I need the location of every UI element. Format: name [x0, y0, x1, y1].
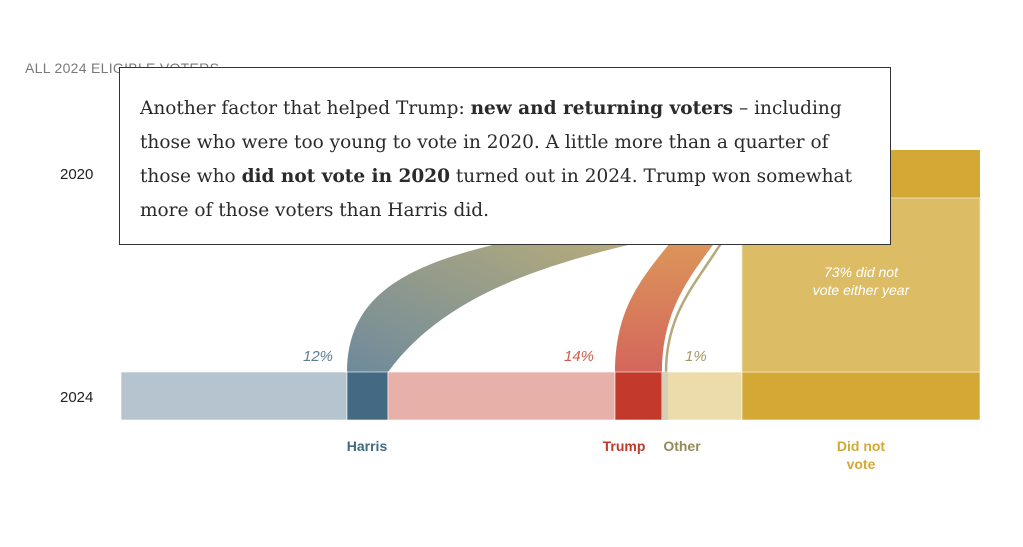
bar-2024-other-new-voters: [662, 372, 668, 420]
category-label-did-not-vote: Did not vote: [821, 437, 901, 473]
tooltip-text-3: turned out in 2024. Trump won somewhat m…: [140, 166, 853, 221]
did-not-vote-line-2: vote: [846, 456, 876, 472]
bar-2024-did-not-vote: [741, 371, 981, 421]
tooltip-bold-1: new and returning voters: [470, 98, 734, 119]
bar-2024-trump-new-voters: [614, 371, 663, 421]
year-label-2024: 2024: [60, 389, 94, 406]
flow-other-highlight: [668, 217, 743, 373]
did-not-vote-line-1: Did not: [836, 438, 886, 454]
flow-label-harris: 12%: [303, 348, 334, 365]
category-label-trump: Trump: [602, 438, 646, 454]
annotation-line-2: vote either year: [812, 282, 910, 298]
category-label-other: Other: [663, 438, 701, 454]
explanation-tooltip: Another factor that helped Trump: new an…: [119, 67, 891, 245]
tooltip-text-1: Another factor that helped Trump:: [140, 98, 471, 119]
bar-2024-harris-new-voters: [346, 371, 389, 421]
flow-2020-nonvoters-to-other: [664, 214, 742, 373]
bar-2024-other: [661, 371, 743, 421]
category-label-harris: Harris: [346, 438, 388, 454]
year-label-2020: 2020: [60, 166, 94, 183]
bar-2024-harris-prior-voters: [120, 371, 348, 421]
flow-label-trump: 14%: [564, 348, 595, 365]
tooltip-bold-2: did not vote in 2020: [241, 166, 450, 187]
did-not-vote-annotation: 73% did not vote either year: [742, 263, 980, 299]
bar-2024-trump-prior-voters: [387, 371, 616, 421]
annotation-line-1: 73% did not: [824, 264, 898, 280]
tooltip-text-2: – including those who were too young to …: [140, 98, 842, 187]
flow-label-other: 1%: [685, 348, 707, 365]
